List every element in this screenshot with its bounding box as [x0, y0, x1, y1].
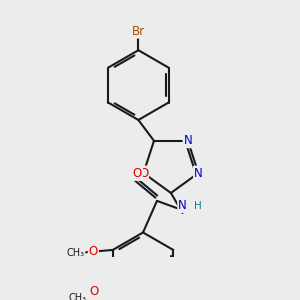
Text: N: N — [184, 134, 192, 147]
Text: CH₃: CH₃ — [67, 248, 85, 258]
Text: O: O — [90, 285, 99, 298]
Text: H: H — [194, 200, 202, 211]
Text: O: O — [139, 167, 148, 179]
Text: O: O — [89, 245, 98, 258]
Text: N: N — [194, 167, 203, 179]
Text: N: N — [178, 199, 187, 212]
Text: O: O — [133, 167, 142, 180]
Text: CH₃: CH₃ — [69, 292, 87, 300]
Text: Br: Br — [132, 25, 145, 38]
